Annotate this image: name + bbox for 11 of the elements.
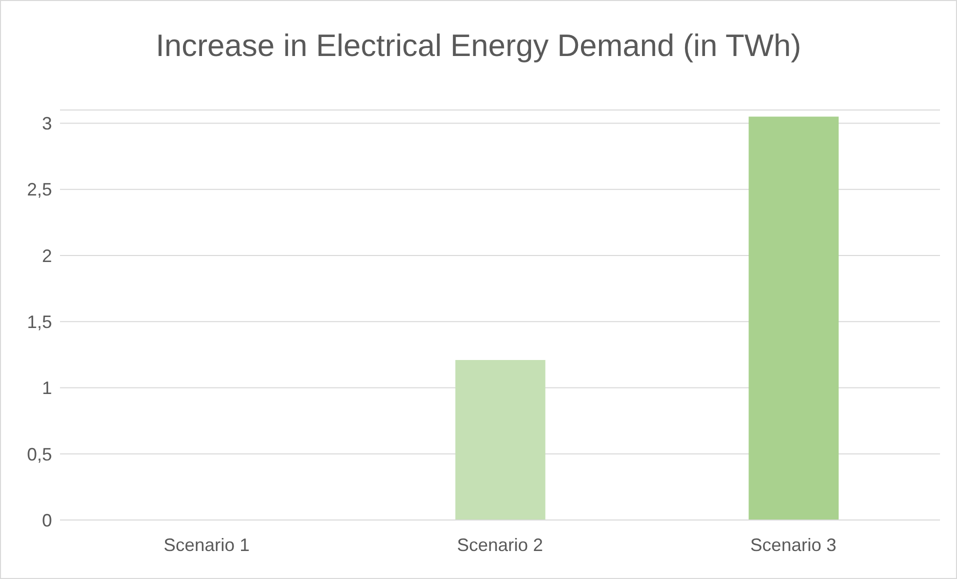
chart-title: Increase in Electrical Energy Demand (in TWh)	[154, 28, 802, 64]
x-tick-label: Scenario 2	[456, 534, 544, 555]
x-tick-label: Scenario 1	[164, 534, 250, 555]
y-tick-label: 1,5	[26, 312, 52, 332]
y-tick-label: 0,5	[26, 444, 52, 464]
x-tick-label: Scenario 3	[750, 534, 836, 555]
y-tick-label: 2,5	[26, 180, 52, 200]
y-tick-label: 2	[42, 246, 52, 266]
y-tick-label: 3	[42, 114, 52, 134]
y-tick-label: 1	[42, 378, 52, 398]
y-tick-label: 0	[42, 510, 52, 530]
